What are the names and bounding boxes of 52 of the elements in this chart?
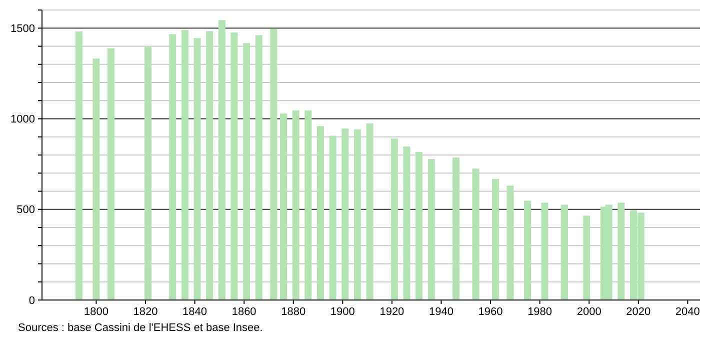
bar [342, 128, 349, 300]
bar [243, 43, 250, 300]
bar [144, 46, 152, 300]
bar [230, 32, 238, 300]
bar [506, 186, 514, 300]
x-tick-label: 2000 [576, 306, 602, 318]
bar [416, 152, 423, 300]
bar [316, 126, 324, 300]
x-tick-label: 1840 [182, 306, 208, 318]
x-tick-label: 2040 [675, 306, 700, 318]
y-tick-label: 1500 [10, 22, 35, 35]
bar [304, 110, 312, 300]
bar [194, 38, 201, 300]
bar [108, 48, 115, 300]
x-tick-label: 1960 [478, 306, 503, 318]
bar [390, 138, 398, 300]
y-tick-label: 1000 [10, 114, 35, 126]
bar [524, 200, 531, 300]
bar [472, 168, 480, 300]
x-tick-label: 1940 [428, 306, 454, 318]
bar [206, 31, 214, 300]
bar [492, 178, 499, 300]
source-note: Sources : base Cassini de l'EHESS et base Insee. [18, 322, 263, 334]
bar [292, 110, 300, 300]
x-tick-label: 1900 [330, 306, 355, 318]
bar [354, 129, 361, 300]
bar [428, 158, 435, 300]
bar [218, 20, 226, 300]
bar [452, 158, 460, 300]
bar [403, 146, 410, 300]
bar [366, 123, 374, 300]
x-tick-label: 1980 [528, 306, 552, 318]
x-tick-label: 1800 [84, 306, 108, 318]
bar [270, 28, 278, 300]
bar [560, 204, 568, 300]
bar [329, 136, 336, 300]
x-tick-label: 1860 [232, 306, 256, 318]
bar [280, 113, 288, 300]
bar [181, 30, 188, 300]
bar [255, 35, 262, 300]
bar [75, 31, 82, 300]
bar [583, 216, 590, 300]
bar [541, 202, 548, 300]
y-tick-label: 0 [28, 294, 35, 307]
x-tick-label: 1880 [281, 306, 306, 318]
x-tick-label: 2020 [626, 306, 651, 318]
x-tick-label: 1820 [133, 306, 158, 318]
x-tick-label: 1920 [380, 306, 404, 318]
bar [169, 34, 176, 300]
bar [618, 202, 625, 300]
y-tick-label: 500 [16, 204, 35, 216]
bar [92, 58, 100, 300]
